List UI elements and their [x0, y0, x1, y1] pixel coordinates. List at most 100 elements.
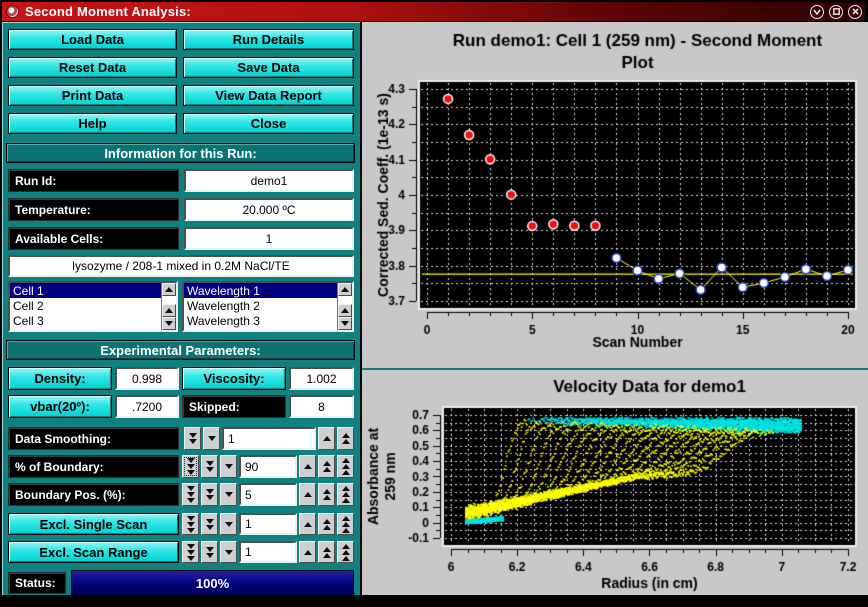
velocity-plot[interactable] — [362, 370, 868, 595]
decrement-icon[interactable] — [220, 513, 237, 535]
boundary-pct-input[interactable] — [239, 455, 297, 478]
cell-list-item[interactable]: Cell 3 — [13, 314, 44, 329]
decrement-page-icon[interactable] — [182, 455, 199, 478]
scroll-up-icon[interactable] — [338, 283, 352, 296]
increment-icon[interactable] — [299, 541, 316, 563]
scroll-up-icon[interactable] — [162, 304, 176, 317]
increment-page-icon[interactable] — [337, 541, 354, 563]
skipped-label: Skipped: — [182, 395, 286, 418]
status-label: Status: — [8, 572, 66, 594]
increment-page-icon[interactable] — [337, 513, 354, 535]
wavelength-list-item[interactable]: Wavelength 1 — [184, 283, 337, 299]
density-input[interactable] — [115, 367, 179, 390]
control-panel: Load Data Run Details Reset Data Save Da… — [2, 22, 360, 596]
decrement-icon[interactable] — [203, 427, 220, 450]
viscosity-input[interactable] — [289, 367, 354, 390]
cell-list-item[interactable]: Cell 1 — [10, 283, 161, 299]
excl-single-scan-counter — [182, 513, 354, 535]
help-button[interactable]: Help — [8, 113, 177, 134]
increment-page-icon[interactable] — [337, 483, 354, 506]
cell-list-scrollbar — [161, 283, 176, 330]
decrement-fast-icon[interactable] — [201, 541, 218, 563]
excl-scan-range-input[interactable] — [239, 541, 297, 563]
app-icon[interactable] — [6, 5, 19, 18]
save-data-button[interactable]: Save Data — [183, 57, 354, 78]
shade-icon[interactable] — [810, 4, 824, 19]
titlebar[interactable]: Second Moment Analysis: — [2, 2, 866, 21]
increment-fast-icon[interactable] — [318, 455, 335, 478]
plot-divider — [362, 368, 868, 370]
view-data-report-button[interactable]: View Data Report — [183, 85, 354, 106]
temperature-value: 20.000 ºC — [184, 198, 354, 221]
experimental-params-header: Experimental Parameters: — [6, 340, 355, 360]
decrement-icon[interactable] — [220, 483, 237, 506]
increment-fast-icon[interactable] — [318, 483, 335, 506]
maximize-icon[interactable] — [829, 4, 843, 19]
excl-single-scan-input[interactable] — [239, 513, 297, 535]
boundary-pos-counter — [182, 483, 354, 506]
increment-icon[interactable] — [318, 427, 335, 450]
second-moment-plot[interactable] — [362, 22, 868, 368]
increment-icon[interactable] — [299, 513, 316, 535]
close-button[interactable]: Close — [183, 113, 354, 134]
density-button[interactable]: Density: — [8, 367, 112, 390]
increment-icon[interactable] — [299, 483, 316, 506]
boundary-pct-label: % of Boundary: — [8, 455, 179, 478]
available-cells-value: 1 — [184, 227, 354, 250]
scroll-track[interactable] — [162, 296, 176, 304]
viscosity-button[interactable]: Viscosity: — [182, 367, 286, 390]
wavelength-list-item[interactable]: Wavelength 2 — [187, 298, 260, 313]
decrement-fast-icon[interactable] — [201, 455, 218, 478]
run-id-label: Run Id: — [8, 169, 179, 192]
decrement-page-icon[interactable] — [182, 483, 199, 506]
progress-text: 100% — [195, 575, 230, 591]
available-cells-label: Available Cells: — [8, 227, 179, 250]
data-smoothing-label: Data Smoothing: — [8, 427, 179, 450]
increment-fast-icon[interactable] — [318, 513, 335, 535]
excl-scan-range-button[interactable]: Excl. Scan Range — [8, 541, 179, 563]
vbar-button[interactable]: vbar(20º): — [8, 395, 112, 418]
decrement-icon[interactable] — [220, 455, 237, 478]
close-icon[interactable] — [848, 4, 862, 19]
excl-scan-range-counter — [182, 541, 354, 563]
window-title: Second Moment Analysis: — [25, 4, 191, 19]
load-data-button[interactable]: Load Data — [8, 29, 177, 50]
reset-data-button[interactable]: Reset Data — [8, 57, 177, 78]
scroll-down-icon[interactable] — [162, 317, 176, 330]
data-smoothing-input[interactable] — [222, 427, 316, 450]
plot-panel — [360, 22, 868, 595]
decrement-fast-icon[interactable] — [201, 483, 218, 506]
skipped-value: 8 — [289, 395, 354, 418]
boundary-pct-counter — [182, 455, 354, 478]
increment-fast-icon[interactable] — [337, 427, 354, 450]
decrement-icon[interactable] — [220, 541, 237, 563]
scroll-up-icon[interactable] — [338, 304, 352, 317]
progress-fill — [72, 571, 353, 595]
cell-list-item[interactable]: Cell 2 — [13, 298, 44, 313]
boundary-pos-input[interactable] — [239, 483, 297, 506]
wavelength-list-item[interactable]: Wavelength 3 — [187, 314, 260, 329]
run-details-button[interactable]: Run Details — [183, 29, 354, 50]
decrement-page-icon[interactable] — [182, 513, 199, 535]
increment-icon[interactable] — [299, 455, 316, 478]
temperature-label: Temperature: — [8, 198, 179, 221]
increment-page-icon[interactable] — [337, 455, 354, 478]
vbar-input[interactable] — [115, 395, 179, 418]
status-progress-bar: 100% — [71, 570, 354, 596]
run-id-value: demo1 — [184, 169, 354, 192]
print-data-button[interactable]: Print Data — [8, 85, 177, 106]
scroll-up-icon[interactable] — [162, 283, 176, 296]
window-controls — [810, 4, 862, 19]
boundary-pos-label: Boundary Pos. (%): — [8, 483, 179, 506]
excl-single-scan-button[interactable]: Excl. Single Scan — [8, 513, 179, 535]
scroll-down-icon[interactable] — [338, 317, 352, 330]
run-info-header: Information for this Run: — [6, 143, 355, 163]
data-smoothing-counter — [184, 427, 354, 450]
wavelength-list-scrollbar — [337, 283, 352, 330]
decrement-fast-icon[interactable] — [201, 513, 218, 535]
decrement-page-icon[interactable] — [182, 541, 199, 563]
scroll-track[interactable] — [338, 296, 352, 304]
decrement-fast-icon[interactable] — [184, 427, 201, 450]
increment-fast-icon[interactable] — [318, 541, 335, 563]
